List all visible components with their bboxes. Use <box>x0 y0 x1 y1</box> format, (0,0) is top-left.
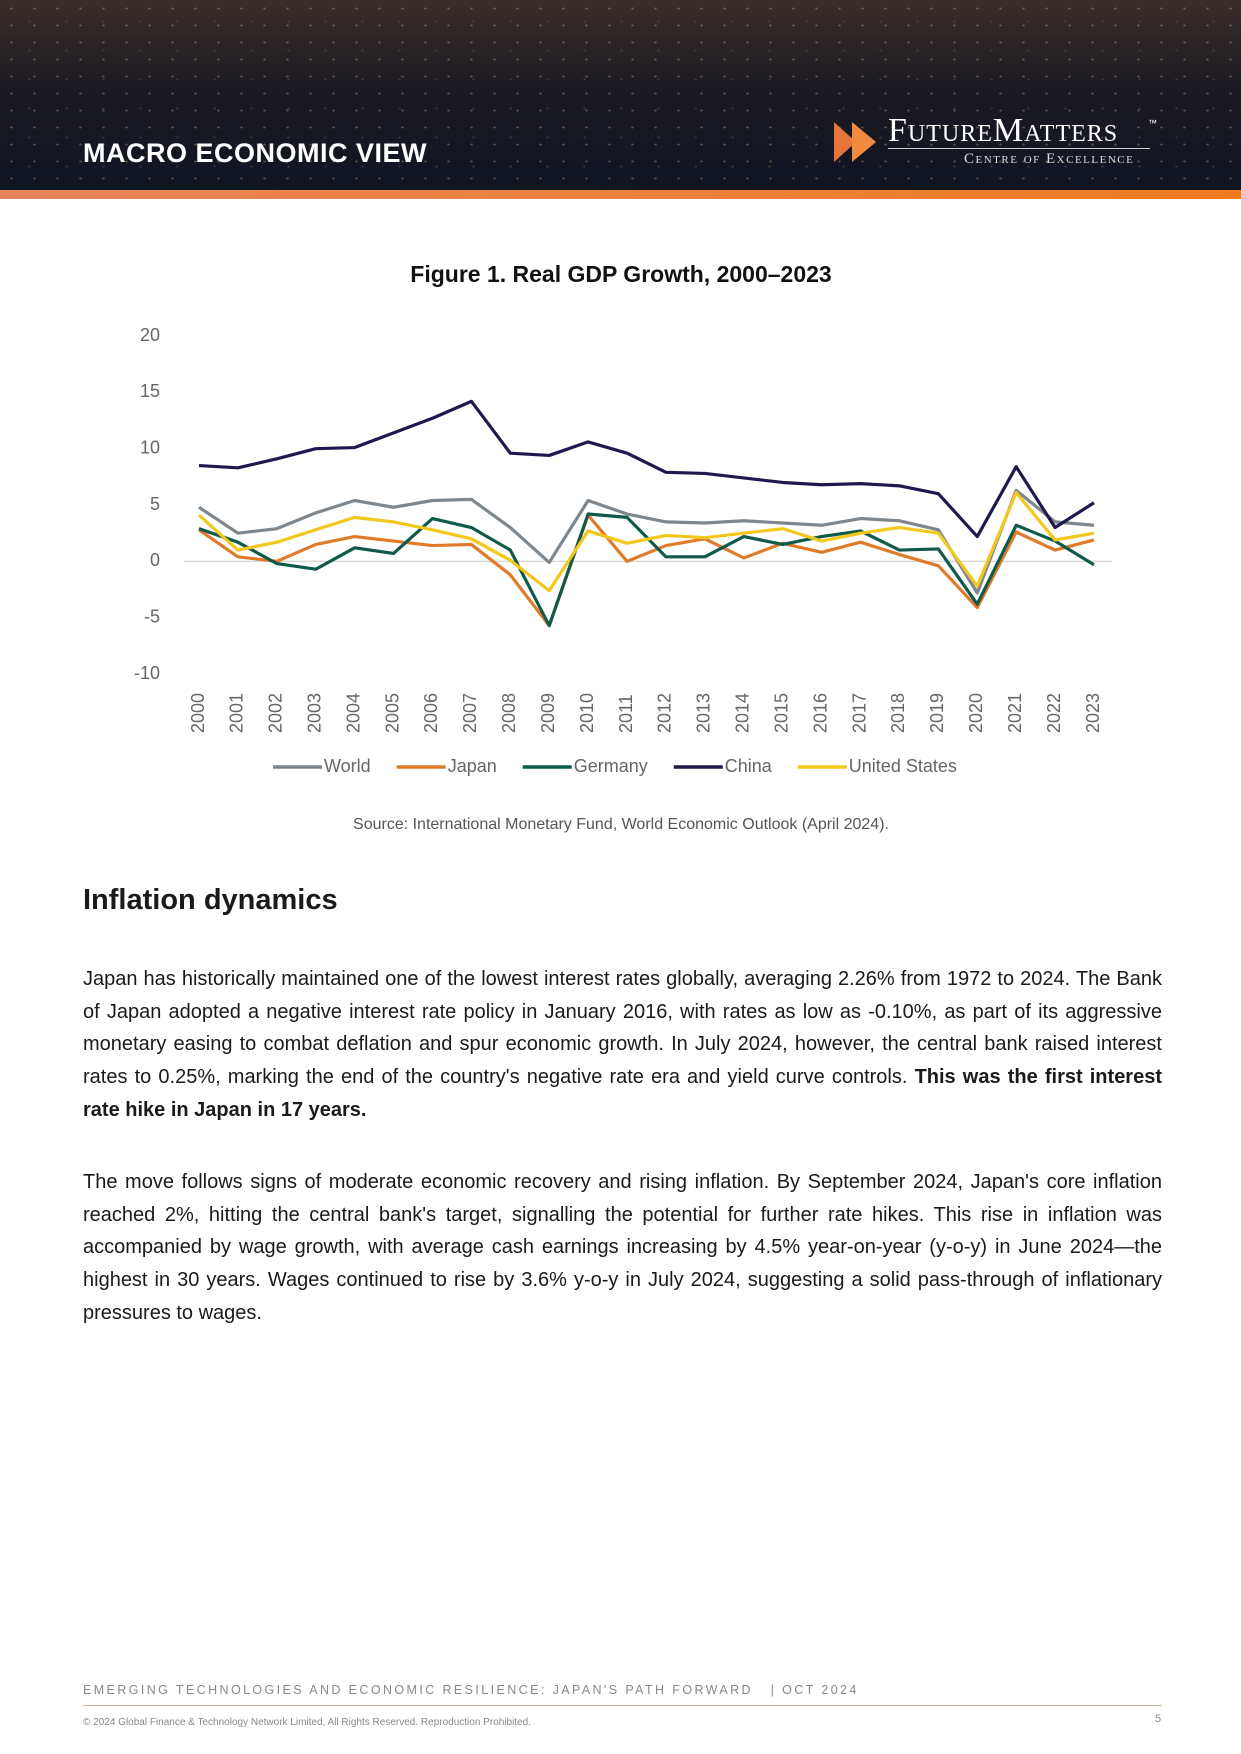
paragraph-text: The move follows signs of moderate econo… <box>83 1171 1162 1324</box>
x-tick-label: 2009 <box>538 693 558 733</box>
city-lights <box>0 0 1241 190</box>
paragraph-text: Japan has historically maintained one of… <box>83 968 1162 1089</box>
logo-tm: ™ <box>1148 118 1157 128</box>
x-tick-label: 2012 <box>655 693 675 733</box>
x-tick-label: 2013 <box>694 693 714 733</box>
footer-rule <box>83 1705 1162 1706</box>
section-heading: Inflation dynamics <box>83 884 338 916</box>
y-tick-label: 20 <box>140 325 160 345</box>
y-tick-label: -5 <box>144 606 160 626</box>
page-number: 5 <box>1155 1713 1162 1725</box>
series-line <box>198 399 1095 539</box>
x-tick-label: 2014 <box>733 693 753 733</box>
series-line <box>198 512 1095 628</box>
legend-label: Japan <box>448 756 497 776</box>
x-tick-label: 2020 <box>966 693 986 733</box>
legend-label: Germany <box>574 756 648 776</box>
x-tick-label: 2010 <box>577 693 597 733</box>
chart-title: Figure 1. Real GDP Growth, 2000–2023 <box>410 261 831 287</box>
x-tick-label: 2016 <box>810 693 830 733</box>
y-tick-label: 10 <box>140 437 160 457</box>
x-tick-label: 2015 <box>771 693 791 733</box>
logo-arrows <box>834 122 876 162</box>
x-tick-label: 2000 <box>188 693 208 733</box>
y-tick-label: 0 <box>150 550 160 570</box>
x-tick-label: 2003 <box>304 693 324 733</box>
x-tick-label: 2017 <box>849 693 869 733</box>
paragraph: The move follows signs of moderate econo… <box>83 1166 1162 1330</box>
x-tick-label: 2006 <box>421 693 441 733</box>
y-tick-label: -10 <box>134 663 160 683</box>
accent-strip <box>0 190 1241 199</box>
x-tick-label: 2007 <box>460 693 480 733</box>
paragraph-bold: This was the first interest rate hike in… <box>83 1066 1162 1121</box>
legend-label: World <box>324 756 371 776</box>
x-tick-label: 2002 <box>266 693 286 733</box>
paragraph: Japan has historically maintained one of… <box>83 963 1162 1127</box>
x-tick-label: 2021 <box>1005 693 1025 733</box>
header-banner <box>0 0 1241 190</box>
x-tick-label: 2008 <box>499 693 519 733</box>
logo-tagline: Centre of Excellence <box>964 151 1135 167</box>
x-tick-label: 2005 <box>382 693 402 733</box>
x-tick-label: 2018 <box>888 693 908 733</box>
footer-date: | OCT 2024 <box>770 1683 859 1697</box>
x-tick-label: 2011 <box>616 694 636 733</box>
chart-source: Source: International Monetary Fund, Wor… <box>353 816 889 833</box>
x-tick-label: 2023 <box>1083 693 1103 733</box>
legend-label: United States <box>849 756 957 776</box>
x-tick-label: 2004 <box>343 693 363 733</box>
footer-copyright: © 2024 Global Finance & Technology Netwo… <box>83 1717 531 1728</box>
section-label: MACRO ECONOMIC VIEW <box>83 138 427 168</box>
footer-report: EMERGING TECHNOLOGIES AND ECONOMIC RESIL… <box>83 1683 859 1697</box>
legend-label: China <box>725 756 773 776</box>
logo-name: FutureMatters <box>888 112 1119 149</box>
series-line <box>198 513 1095 628</box>
series-line <box>197 491 1095 593</box>
logo-rule <box>888 148 1150 149</box>
x-tick-label: 2019 <box>927 693 947 733</box>
y-tick-label: 15 <box>140 381 160 401</box>
chart: Figure 1. Real GDP Growth, 2000–2023 Sou… <box>134 261 1112 833</box>
x-tick-label: 2022 <box>1044 693 1064 733</box>
x-tick-label: 2001 <box>227 693 247 733</box>
y-tick-label: 5 <box>150 494 160 514</box>
footer-title: EMERGING TECHNOLOGIES AND ECONOMIC RESIL… <box>83 1683 753 1697</box>
